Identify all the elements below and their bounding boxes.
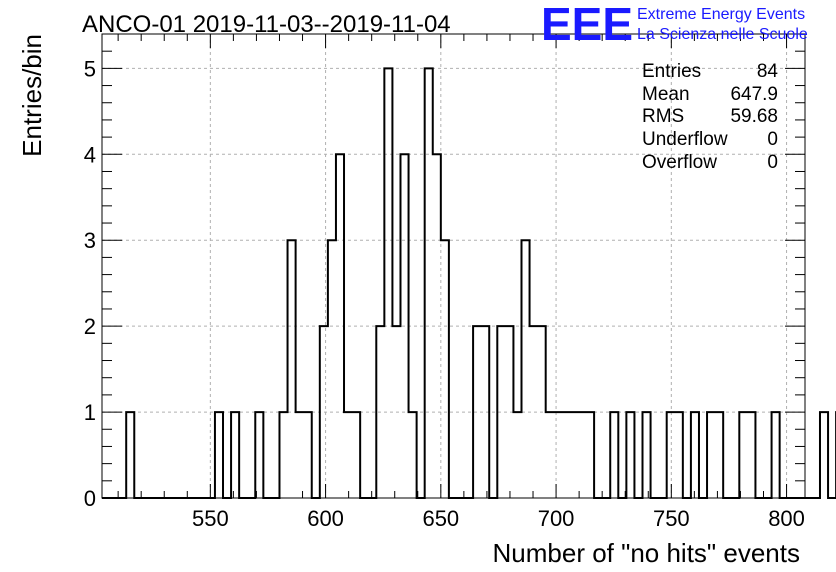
x-tick-label: 550 [192,506,229,531]
histogram-bin [441,240,449,498]
y-tick-labels: 0 1 2 3 4 5 [84,56,96,511]
x-tick-labels: 550 600 650 700 750 800 [192,506,805,531]
histogram-bin [409,412,417,498]
histogram-bin [521,240,529,498]
histogram-bin [691,412,699,498]
histogram-bin [747,412,755,498]
stat-value-overflow: 0 [767,152,778,173]
stat-label-mean: Mean [642,84,690,105]
histogram-bin [481,326,489,498]
grid-lines [102,34,805,498]
logo-line2: La Scienza nelle Scuole [637,26,808,43]
histogram-bin [215,412,223,498]
histogram-bin [820,412,828,498]
axis-ticks [102,34,805,499]
histogram-bin [707,412,715,498]
histogram-bin [279,412,287,498]
histogram-bin [231,412,239,498]
stat-value-underflow: 0 [767,129,778,150]
histogram-bin [433,154,441,498]
stat-value-mean: 647.9 [730,84,778,105]
stat-value-rms: 59.68 [730,106,778,127]
histogram-bin [643,412,651,498]
histogram-bin [667,412,675,498]
histogram-bin [626,412,634,498]
y-tick-label: 0 [84,486,96,511]
stat-label-entries: Entries [642,61,701,82]
histogram-bin [772,412,780,498]
x-tick-label: 750 [653,506,690,531]
histogram-bin [497,326,505,498]
eee-logo-letters: EEE [541,0,633,50]
histogram-bin [400,154,408,498]
histogram-bin [715,412,723,498]
histogram-bin [554,412,562,498]
y-tick-label: 5 [84,56,96,81]
x-tick-label: 800 [768,506,805,531]
histogram-bin [610,412,618,498]
x-tick-label: 600 [307,506,344,531]
histogram-bin [352,412,360,498]
stats-box: Entries 84 Mean 647.9 RMS 59.68 Underflo… [642,61,778,173]
histogram-bin [530,326,538,498]
histogram-bin [376,326,384,498]
stat-label-underflow: Underflow [642,129,728,150]
histogram-bin [328,240,336,498]
histogram-bin [320,326,328,498]
histogram-bin [546,412,554,498]
histogram-bin [739,412,747,498]
x-tick-label: 650 [422,506,459,531]
histogram-bin [304,412,312,498]
stat-label-rms: RMS [642,106,684,127]
stat-label-overflow: Overflow [642,152,717,173]
y-tick-label: 2 [84,314,96,339]
y-axis-label: Entries/bin [17,34,47,157]
histogram-bin [578,412,586,498]
y-tick-label: 4 [84,142,96,167]
x-axis-label: Number of "no hits" events [493,538,801,568]
histogram-bin [336,154,344,498]
histogram-bin [255,412,263,498]
y-tick-label: 1 [84,400,96,425]
histogram-bin [473,326,481,498]
histogram-bin [675,412,683,498]
histogram-bin [384,68,392,498]
histogram-bin [538,326,546,498]
logo-line1: Extreme Energy Events [637,6,805,23]
histogram-bin [425,68,433,498]
histogram-bin [562,412,570,498]
histogram-bin [570,412,578,498]
histogram-bin [505,326,513,498]
stat-value-entries: 84 [757,61,779,82]
plot-frame [101,33,806,499]
histogram-bin [392,326,400,498]
x-tick-label: 700 [538,506,575,531]
histogram-bin [513,412,521,498]
histogram-bin [296,412,304,498]
histogram-bin [126,412,134,498]
histogram-bin [288,240,296,498]
histogram-bin [344,412,352,498]
y-tick-label: 3 [84,228,96,253]
chart-title: ANCO-01 2019-11-03--2019-11-04 [82,11,451,38]
histogram-bin [586,412,594,498]
eee-logo: EEE Extreme Energy Events La Scienza nel… [541,0,808,50]
